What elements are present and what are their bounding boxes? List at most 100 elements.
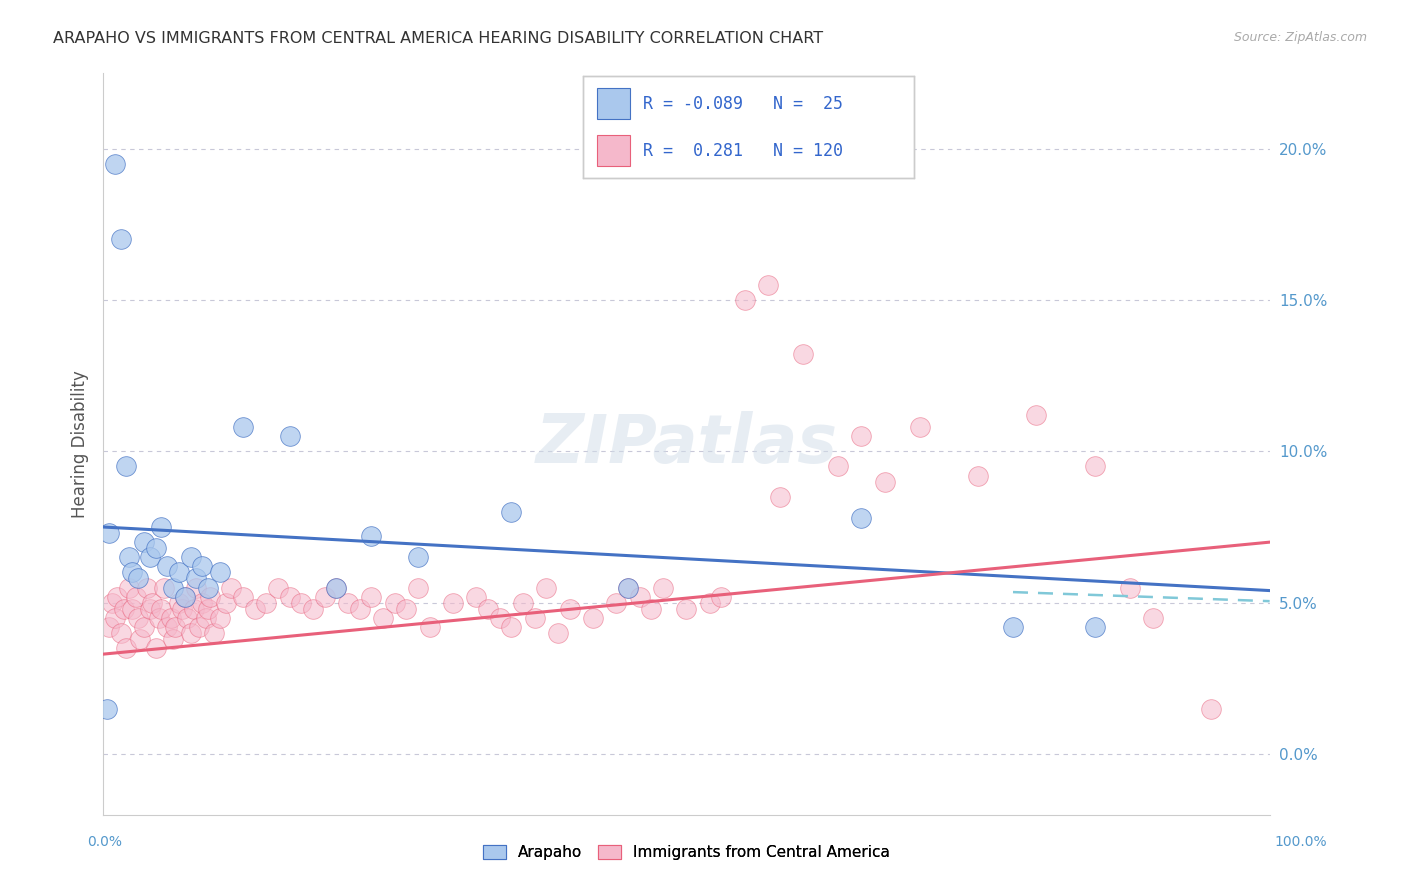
Point <box>243 601 266 615</box>
Point <box>191 596 214 610</box>
Point <box>465 590 488 604</box>
Point <box>349 601 371 615</box>
Point <box>290 596 312 610</box>
Point <box>232 590 254 604</box>
Point <box>769 490 792 504</box>
Legend: Arapaho, Immigrants from Central America: Arapaho, Immigrants from Central America <box>484 846 890 860</box>
Point <box>112 601 135 615</box>
Point <box>617 581 640 595</box>
Point <box>167 596 190 610</box>
Point <box>176 611 198 625</box>
Point <box>756 277 779 292</box>
Point <box>132 620 155 634</box>
Point <box>1084 620 1107 634</box>
Point <box>139 550 162 565</box>
Point <box>172 601 194 615</box>
Point <box>628 590 651 604</box>
Point <box>202 626 225 640</box>
Point <box>145 541 167 556</box>
Point <box>148 611 170 625</box>
Point <box>221 581 243 595</box>
Text: R =  0.281   N = 120: R = 0.281 N = 120 <box>643 142 844 160</box>
Text: 0.0%: 0.0% <box>87 835 122 849</box>
Text: ARAPAHO VS IMMIGRANTS FROM CENTRAL AMERICA HEARING DISABILITY CORRELATION CHART: ARAPAHO VS IMMIGRANTS FROM CENTRAL AMERI… <box>53 31 824 46</box>
Point <box>617 581 640 595</box>
Text: R = -0.089   N =  25: R = -0.089 N = 25 <box>643 95 844 112</box>
Point <box>1025 408 1047 422</box>
Point <box>156 620 179 634</box>
Point <box>395 601 418 615</box>
Point <box>104 157 127 171</box>
Point <box>214 596 236 610</box>
Point <box>115 641 138 656</box>
Point <box>406 581 429 595</box>
Point <box>360 590 382 604</box>
Point <box>851 429 873 443</box>
Point <box>406 550 429 565</box>
Point <box>488 611 510 625</box>
Point <box>337 596 360 610</box>
Point <box>501 620 523 634</box>
Point <box>325 581 347 595</box>
Point <box>547 626 569 640</box>
Point <box>792 347 814 361</box>
Point <box>582 611 605 625</box>
Point <box>675 601 697 615</box>
Point <box>967 468 990 483</box>
Point <box>325 581 347 595</box>
Point <box>278 590 301 604</box>
Point <box>302 601 325 615</box>
Text: Source: ZipAtlas.com: Source: ZipAtlas.com <box>1233 31 1367 45</box>
Point <box>125 590 148 604</box>
Point <box>136 581 159 595</box>
Point <box>699 596 721 610</box>
Point <box>132 535 155 549</box>
Point <box>186 572 208 586</box>
Point <box>121 566 143 580</box>
Point <box>873 475 896 489</box>
Point <box>118 550 141 565</box>
Point <box>186 581 208 595</box>
Point <box>419 620 441 634</box>
Point <box>605 596 627 610</box>
Point <box>191 559 214 574</box>
Point <box>152 581 174 595</box>
Point <box>1142 611 1164 625</box>
Point <box>200 590 222 604</box>
Point <box>1201 701 1223 715</box>
Point <box>827 459 849 474</box>
Point <box>1118 581 1140 595</box>
Point <box>173 590 195 604</box>
Point <box>165 620 187 634</box>
Point <box>851 511 873 525</box>
Point <box>96 701 118 715</box>
Point <box>267 581 290 595</box>
Point <box>150 520 173 534</box>
Point <box>232 420 254 434</box>
Point <box>187 620 209 634</box>
Point <box>97 620 120 634</box>
Point <box>127 572 149 586</box>
Point <box>145 641 167 656</box>
Point <box>180 550 202 565</box>
Point <box>129 632 152 646</box>
Point <box>1001 620 1024 634</box>
Point <box>278 429 301 443</box>
Point <box>640 601 662 615</box>
Point <box>523 611 546 625</box>
Point <box>360 529 382 543</box>
Point <box>208 611 231 625</box>
Point <box>97 526 120 541</box>
FancyBboxPatch shape <box>596 136 630 166</box>
Point <box>127 611 149 625</box>
Point <box>194 611 217 625</box>
Point <box>139 601 162 615</box>
Point <box>734 293 756 307</box>
Point <box>371 611 394 625</box>
Point <box>180 626 202 640</box>
Point <box>162 632 184 646</box>
Point <box>141 596 163 610</box>
Text: ZIPatlas: ZIPatlas <box>536 411 838 476</box>
Point <box>104 611 127 625</box>
Point <box>477 601 499 615</box>
